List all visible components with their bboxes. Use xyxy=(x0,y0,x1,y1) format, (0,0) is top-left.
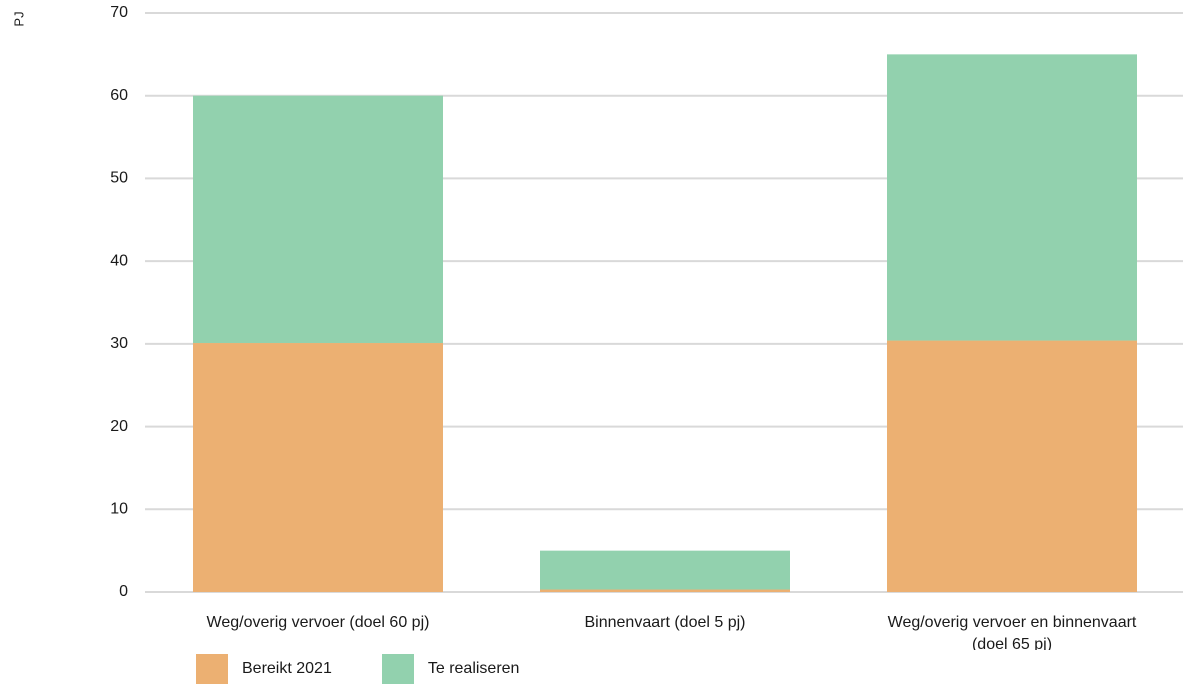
bar-segment-te-realiseren xyxy=(540,550,790,590)
bar-segment-bereikt xyxy=(540,589,790,592)
y-tick-label: 20 xyxy=(110,418,128,435)
legend-label-te-realiseren: Te realiseren xyxy=(427,660,520,677)
x-category-label: Weg/overig vervoer (doel 60 pj) xyxy=(207,614,430,631)
y-tick-label: 70 xyxy=(110,4,128,21)
bars xyxy=(193,54,1137,592)
legend-swatch-bereikt xyxy=(196,654,228,684)
bar-segment-te-realiseren xyxy=(193,95,443,344)
legend-item-te-realiseren: Te realiseren xyxy=(381,654,520,684)
bar-segment-te-realiseren xyxy=(887,54,1137,341)
bar-segment-bereikt xyxy=(193,343,443,592)
legend: Bereikt 2021 Te realiseren xyxy=(196,654,569,684)
x-category-label: Binnenvaart (doel 5 pj) xyxy=(585,614,746,631)
y-axis-label: PJ xyxy=(11,11,26,26)
y-axis-ticks: 0 10 20 30 40 50 60 70 xyxy=(110,4,128,600)
y-tick-label: 40 xyxy=(110,252,128,269)
legend-swatch-te-realiseren xyxy=(381,654,414,684)
y-tick-label: 60 xyxy=(110,87,128,104)
x-category-label: Weg/overig vervoer en binnenvaart (doel 6… xyxy=(888,614,1137,650)
y-tick-label: 10 xyxy=(110,501,128,518)
legend-item-bereikt: Bereikt 2021 xyxy=(196,654,332,684)
x-axis-categories: Weg/overig vervoer (doel 60 pj) Binnenvaa… xyxy=(207,614,1137,650)
y-tick-label: 30 xyxy=(110,335,128,352)
bar-segment-bereikt xyxy=(887,340,1137,592)
legend-label-bereikt: Bereikt 2021 xyxy=(242,660,332,677)
bar-chart: 0 10 20 30 40 50 60 70 PJ Weg/overig vervoer (d… xyxy=(11,4,1183,650)
y-tick-label: 0 xyxy=(119,583,128,600)
y-tick-label: 50 xyxy=(110,170,128,187)
